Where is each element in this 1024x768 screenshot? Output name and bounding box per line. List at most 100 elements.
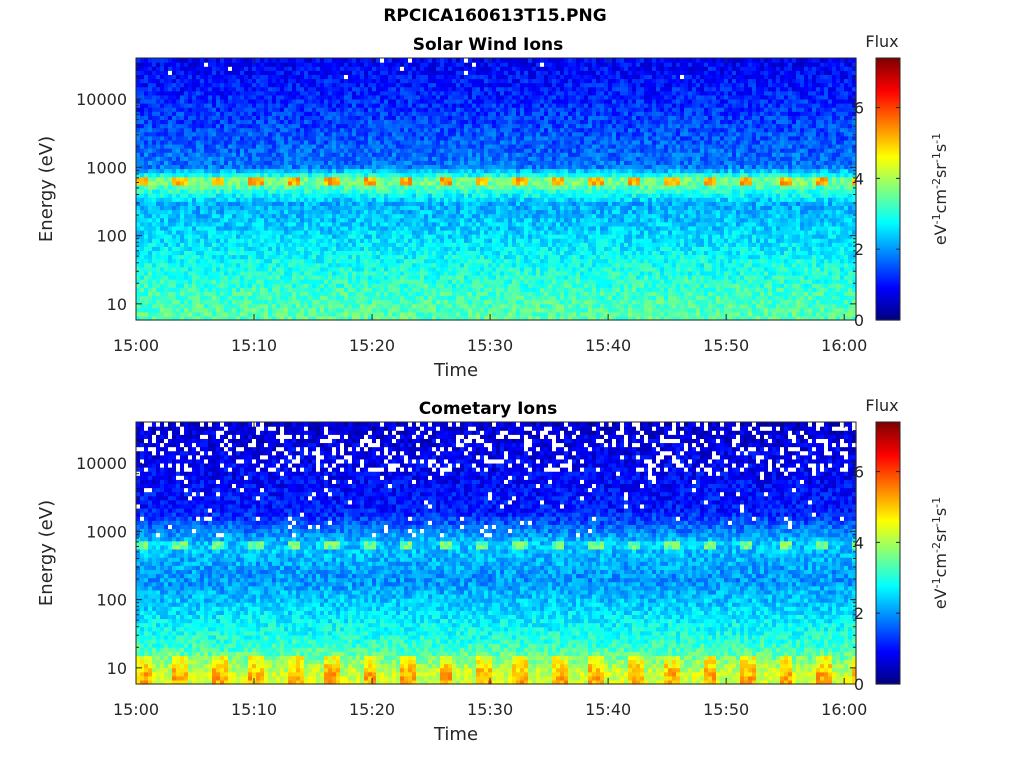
heatmap-cell [556, 267, 561, 272]
heatmap-cell [432, 230, 437, 235]
heatmap-cell [652, 275, 657, 280]
heatmap-cell [352, 234, 357, 239]
heatmap-cell [636, 287, 641, 292]
heatmap-cell [476, 222, 481, 227]
heatmap-cell [624, 287, 629, 292]
heatmap-cell [836, 226, 841, 231]
heatmap-cell [292, 300, 297, 305]
heatmap-cell [200, 279, 205, 284]
heatmap-cell [264, 312, 269, 317]
heatmap-cell [256, 259, 261, 264]
heatmap-cell [416, 250, 421, 255]
heatmap-cell [316, 304, 321, 309]
heatmap-cell [460, 267, 465, 272]
heatmap-cell [788, 308, 793, 313]
heatmap-cell [180, 291, 185, 296]
heatmap-cell [736, 255, 741, 260]
heatmap-cell [136, 287, 141, 292]
heatmap-cell [520, 238, 525, 243]
heatmap-cell [724, 300, 729, 305]
heatmap-cell [848, 308, 853, 313]
heatmap-cell [512, 230, 517, 235]
heatmap-cell [620, 230, 625, 235]
heatmap-cell [688, 222, 693, 227]
heatmap-cell [608, 263, 613, 268]
heatmap-cell [276, 283, 281, 288]
heatmap-cell [700, 312, 705, 317]
heatmap-cell [280, 222, 285, 227]
heatmap-cell [392, 300, 397, 305]
heatmap-cell [212, 214, 217, 219]
heatmap-cell [376, 300, 381, 305]
heatmap-cell [356, 283, 361, 288]
heatmap-cell [156, 300, 161, 305]
heatmap-cell [820, 250, 825, 255]
heatmap-cell [248, 234, 253, 239]
heatmap-cell [684, 275, 689, 280]
heatmap-cell [136, 312, 141, 317]
heatmap-cell [804, 300, 809, 305]
heatmap-cell [616, 304, 621, 309]
heatmap-cell [152, 287, 157, 292]
heatmap-cell [460, 283, 465, 288]
heatmap-cell [136, 234, 141, 239]
heatmap-cell [168, 246, 173, 251]
heatmap-cell [328, 230, 333, 235]
heatmap-cell [260, 255, 265, 260]
heatmap-cell [584, 259, 589, 264]
heatmap-cell [848, 275, 853, 280]
heatmap-cell [424, 287, 429, 292]
heatmap-cell [680, 308, 685, 313]
heatmap-cell [644, 238, 649, 243]
heatmap-cell [812, 250, 817, 255]
heatmap-cell [560, 214, 565, 219]
heatmap-cell [788, 218, 793, 223]
heatmap-cell [396, 275, 401, 280]
heatmap-cell [820, 246, 825, 251]
heatmap-cell [352, 312, 357, 317]
heatmap-cell [804, 238, 809, 243]
heatmap-cell [840, 267, 845, 272]
heatmap-cell [372, 300, 377, 305]
heatmap-cell [780, 259, 785, 264]
heatmap-cell [216, 312, 221, 317]
heatmap-cell [652, 218, 657, 223]
heatmap-cell [628, 238, 633, 243]
heatmap-cell [240, 255, 245, 260]
heatmap-cell [828, 308, 833, 313]
heatmap-cell [228, 238, 233, 243]
heatmap-cell [192, 209, 197, 214]
heatmap-cell [176, 308, 181, 313]
heatmap-cell [192, 287, 197, 292]
heatmap-cell [324, 291, 329, 296]
heatmap-cell [268, 218, 273, 223]
heatmap-cell [824, 259, 829, 264]
heatmap-cell [736, 218, 741, 223]
heatmap-cell [228, 267, 233, 272]
heatmap-cell [516, 308, 521, 313]
heatmap-cell [816, 234, 821, 239]
heatmap-cell [512, 226, 517, 231]
heatmap-cell [380, 234, 385, 239]
heatmap-cell [560, 222, 565, 227]
heatmap-cell [772, 267, 777, 272]
heatmap-cell [340, 304, 345, 309]
heatmap-cell [452, 271, 457, 276]
heatmap-cell [208, 263, 213, 268]
heatmap-cell [732, 250, 737, 255]
heatmap-cell [568, 214, 573, 219]
heatmap-cell [520, 214, 525, 219]
heatmap-cell [212, 300, 217, 305]
heatmap-cell [732, 283, 737, 288]
heatmap-cell [364, 283, 369, 288]
heatmap-cell [436, 295, 441, 300]
heatmap-cell [836, 279, 841, 284]
heatmap-cell [692, 304, 697, 309]
heatmap-cell [196, 250, 201, 255]
heatmap-cell [244, 250, 249, 255]
heatmap-cell [220, 242, 225, 247]
heatmap-cell [596, 246, 601, 251]
heatmap-cell [620, 279, 625, 284]
heatmap-cell [228, 291, 233, 296]
heatmap-cell [140, 222, 145, 227]
